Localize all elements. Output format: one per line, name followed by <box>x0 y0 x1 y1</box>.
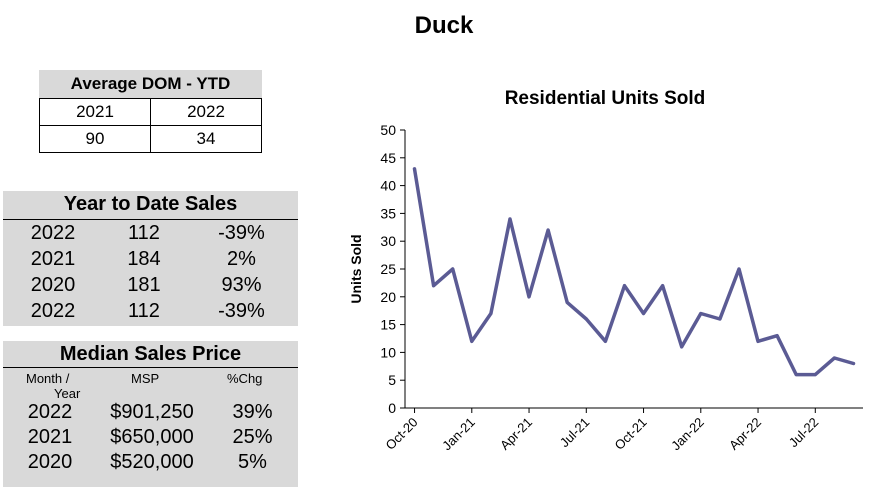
msp-change: 39% <box>232 401 273 423</box>
dom-header-2022: 2022 <box>150 98 262 126</box>
msp-year: 2022 <box>27 401 73 423</box>
series-line-units-sold <box>412 167 856 377</box>
ytd-year: 2021 <box>30 248 76 270</box>
y-tick-label: 40 <box>380 178 396 194</box>
data-point <box>603 339 607 343</box>
chart-title: Residential Units Sold <box>505 88 706 109</box>
table-row: 2020 $520,000 5% <box>3 450 298 475</box>
ytd-year: 2022 <box>30 300 76 322</box>
col-chg: %Chg <box>227 371 263 386</box>
data-point <box>718 317 722 321</box>
median-price-title: Median Sales Price <box>3 341 298 368</box>
ytd-sales-table: Year to Date Sales 2022 112 -39% 2021 18… <box>3 191 298 326</box>
data-point <box>565 300 569 304</box>
chart-axes <box>404 130 863 409</box>
chart-series <box>412 167 856 377</box>
data-point <box>851 362 855 366</box>
data-point <box>584 317 588 321</box>
ytd-units: 112 <box>128 222 160 244</box>
ytd-units: 112 <box>128 300 160 322</box>
x-tick-label: Jul-22 <box>786 415 822 451</box>
data-point <box>794 373 798 377</box>
y-tick-label: 25 <box>380 261 396 277</box>
chart-y-axis-label: Units Sold <box>348 234 364 303</box>
x-tick-label: Apr-21 <box>497 415 535 453</box>
chart-y-ticks: 0 5 10 15 20 25 30 35 40 45 50 <box>380 122 405 416</box>
ytd-change: -39% <box>218 222 265 244</box>
table-row: 2021 $650,000 25% <box>3 425 298 450</box>
msp-change: 5% <box>238 451 267 473</box>
col-month: Month / <box>26 371 70 386</box>
data-point <box>470 339 474 343</box>
ytd-sales-title: Year to Date Sales <box>3 191 298 220</box>
dom-value-2022: 34 <box>150 125 262 153</box>
dom-header-2021: 2021 <box>39 98 151 126</box>
data-point <box>813 373 817 377</box>
dom-value-2021: 90 <box>39 125 151 153</box>
data-point <box>451 267 455 271</box>
data-point <box>432 284 436 288</box>
y-tick-label: 20 <box>380 289 396 305</box>
msp-year: 2021 <box>27 426 73 448</box>
data-point <box>699 311 703 315</box>
y-tick-label: 0 <box>388 400 396 416</box>
x-tick-label: Jul-21 <box>557 415 593 451</box>
y-tick-label: 15 <box>380 317 396 333</box>
col-year: Year <box>54 386 81 401</box>
table-row: 2022 112 -39% <box>3 298 298 324</box>
y-tick-label: 10 <box>380 344 396 360</box>
table-row: 2020 181 93% <box>3 272 298 298</box>
data-point <box>546 228 550 232</box>
msp-price: $650,000 <box>110 426 194 448</box>
chart-x-ticks: Oct-20 Jan-21 Apr-21 Jul-21 Oct-21 Jan-22 Apr-… <box>382 408 821 453</box>
data-point <box>661 284 665 288</box>
x-tick-label: Oct-21 <box>611 415 649 453</box>
data-point <box>622 284 626 288</box>
x-tick-label: Oct-20 <box>382 415 420 453</box>
data-point <box>489 311 493 315</box>
ytd-units: 181 <box>127 274 161 296</box>
ytd-change: 2% <box>227 248 256 270</box>
msp-year: 2020 <box>27 451 73 473</box>
x-tick-label: Jan-21 <box>439 415 478 454</box>
x-tick-label: Jan-22 <box>668 415 707 454</box>
ytd-year: 2020 <box>30 274 76 296</box>
ytd-change: -39% <box>218 300 265 322</box>
data-point <box>413 167 417 171</box>
y-tick-label: 5 <box>388 372 396 388</box>
table-row: 2021 184 2% <box>3 246 298 272</box>
ytd-year: 2022 <box>30 222 76 244</box>
col-msp: MSP <box>131 371 160 386</box>
data-point <box>756 339 760 343</box>
average-dom-title: Average DOM - YTD <box>39 70 262 98</box>
y-tick-label: 50 <box>380 122 396 138</box>
msp-price: $520,000 <box>110 451 194 473</box>
y-tick-label: 30 <box>380 233 396 249</box>
y-tick-label: 45 <box>380 150 396 166</box>
msp-price: $901,250 <box>110 401 194 423</box>
data-point <box>737 267 741 271</box>
data-point <box>775 334 779 338</box>
data-point <box>680 345 684 349</box>
msp-change: 25% <box>232 426 273 448</box>
median-price-subheader: Month / Year MSP %Chg <box>3 368 298 401</box>
ytd-change: 93% <box>221 274 262 296</box>
average-dom-table: Average DOM - YTD 2021 2022 90 34 <box>39 70 262 153</box>
table-row: 2022 $901,250 39% <box>3 400 298 425</box>
median-price-table: Median Sales Price Month / Year MSP %Chg… <box>3 341 298 487</box>
data-point <box>527 295 531 299</box>
data-point <box>642 311 646 315</box>
ytd-units: 184 <box>127 248 161 270</box>
data-point <box>832 356 836 360</box>
page-title: Duck <box>414 12 474 39</box>
x-tick-label: Apr-22 <box>726 415 764 453</box>
y-tick-label: 35 <box>380 205 396 221</box>
data-point <box>508 217 512 221</box>
table-row: 2022 112 -39% <box>3 220 298 246</box>
